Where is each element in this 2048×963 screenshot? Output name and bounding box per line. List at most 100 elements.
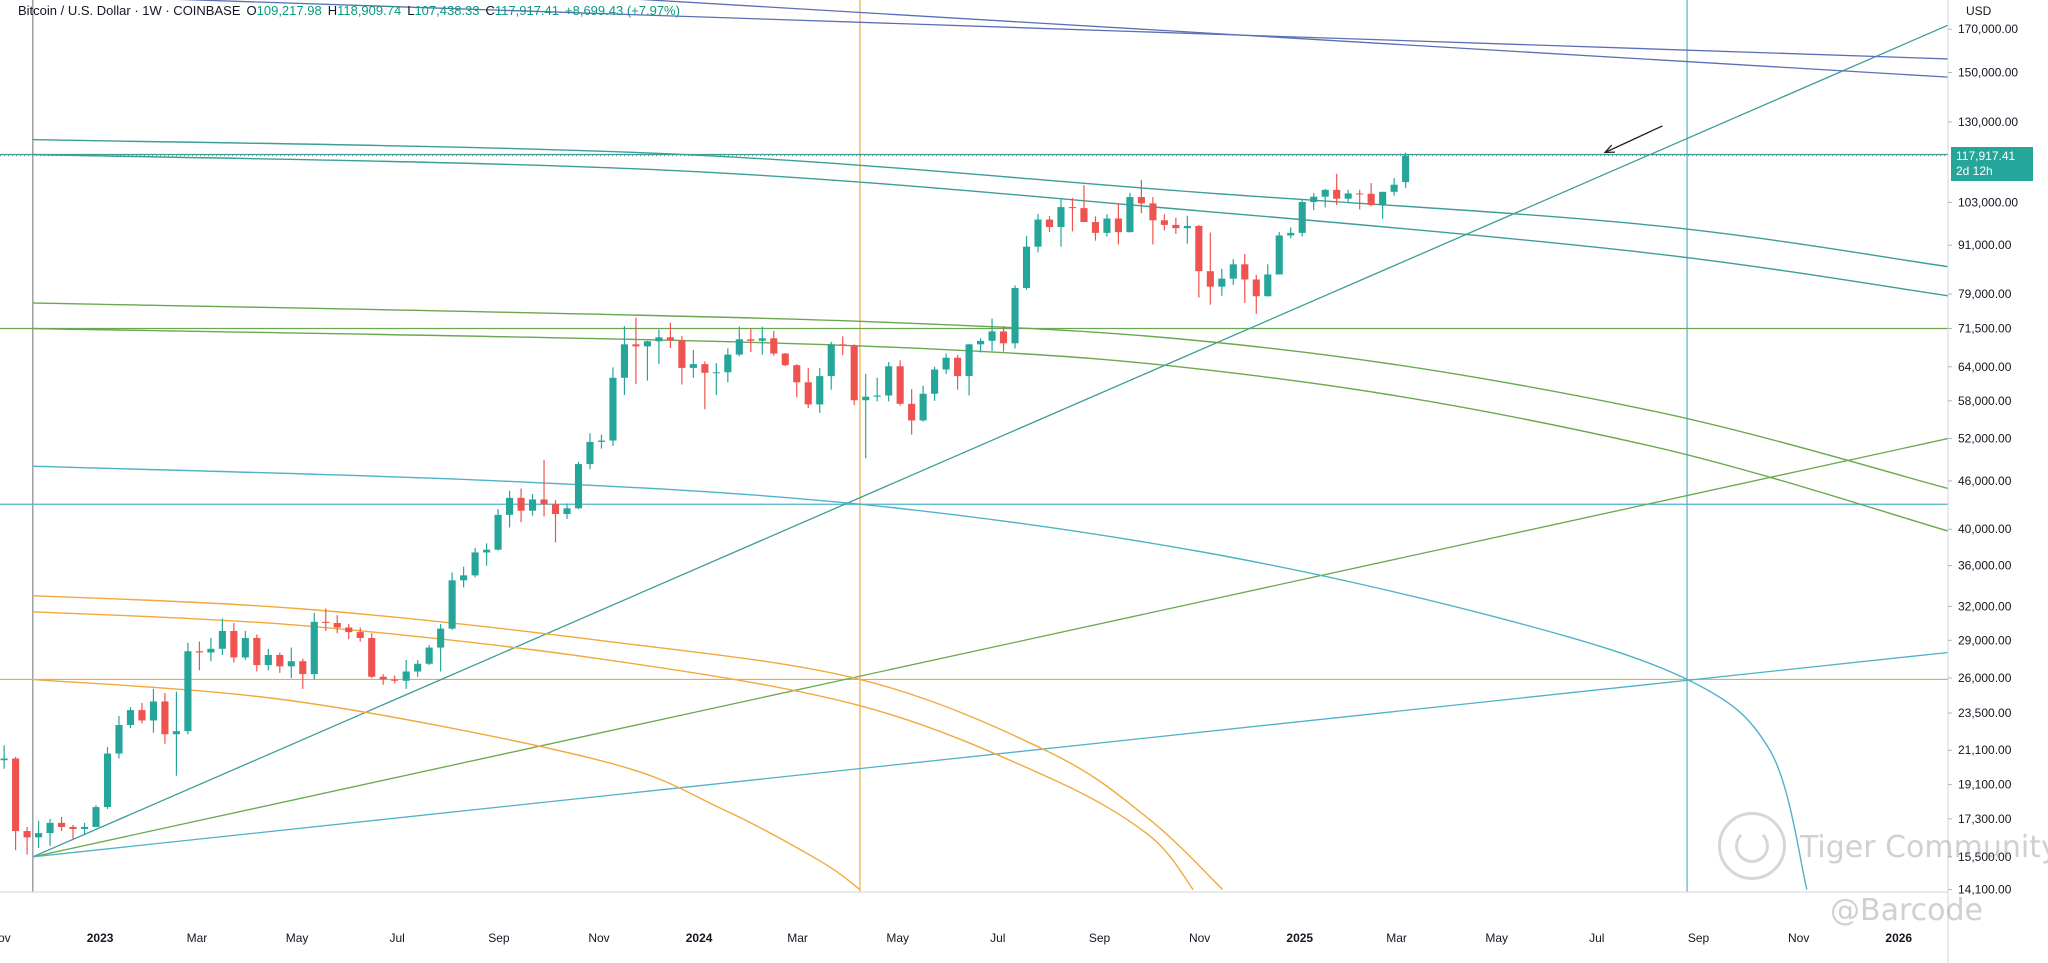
candle-body (103, 753, 112, 808)
candle (471, 547, 479, 578)
candle-body (1367, 193, 1375, 206)
candle-body (977, 340, 985, 345)
candle (747, 328, 755, 353)
candle (620, 326, 629, 395)
candle-body (276, 654, 284, 667)
arc-curve-5 (32, 595, 1224, 891)
candle-body (1183, 225, 1191, 229)
candle-body (207, 648, 215, 653)
candle (1390, 178, 1398, 196)
x-tick-label: 2023 (87, 931, 114, 945)
candle-body (92, 807, 100, 827)
candle-body (69, 826, 77, 829)
candle (184, 642, 192, 735)
candle-body (574, 464, 583, 509)
candle (1252, 274, 1260, 314)
close-label: C (485, 3, 495, 18)
low-label: L (407, 3, 415, 18)
candle (896, 360, 904, 406)
candle-body (46, 822, 54, 834)
candle (80, 822, 89, 836)
candle (597, 434, 606, 449)
candle (1034, 213, 1042, 253)
currency-label[interactable]: USD (1966, 4, 1992, 18)
candle-body (850, 345, 858, 401)
candle (345, 624, 353, 640)
candle (1022, 236, 1031, 290)
candle-body (954, 357, 962, 377)
candle-body (1103, 218, 1111, 233)
candle (988, 318, 996, 351)
candle-body (551, 504, 560, 515)
candle (540, 459, 548, 517)
y-tick-label: 29,000.00 (1958, 633, 2012, 647)
candle-body (666, 337, 674, 341)
candle-body (1126, 197, 1134, 233)
candle-body (1045, 219, 1054, 228)
y-tick-label: 23,500.00 (1958, 706, 2012, 720)
candle (1068, 198, 1077, 232)
x-tick-label: Sep (1089, 931, 1111, 945)
trend-line-1 (32, 437, 1948, 858)
candle-body (264, 654, 272, 666)
candle (241, 630, 249, 660)
watermark-logo-icon (1718, 812, 1786, 880)
change-value: +8,699.43 (+7.97%) (565, 3, 680, 18)
x-tick-label: May (886, 931, 909, 945)
y-tick-label: 170,000.00 (1958, 22, 2018, 36)
candle-body (437, 628, 445, 648)
candle (46, 818, 54, 846)
candle (977, 338, 985, 353)
candle (414, 659, 422, 677)
candle (264, 648, 272, 671)
low-value: 107,438.33 (414, 3, 480, 18)
y-tick-label: 32,000.00 (1958, 599, 2012, 613)
candle-body (1287, 232, 1295, 236)
candle-body (195, 651, 203, 653)
x-tick-label: Jul (990, 931, 1005, 945)
candle-body (1080, 208, 1088, 223)
candle (402, 659, 410, 689)
candle (207, 637, 215, 662)
candle (126, 707, 135, 729)
candle (862, 373, 870, 459)
candle-body (1390, 184, 1398, 192)
y-tick-label: 19,100.00 (1958, 778, 2012, 792)
candle (1172, 217, 1180, 234)
candle-body (1218, 278, 1226, 287)
symbol-title[interactable]: Bitcoin / U.S. Dollar · 1W · COINBASE (18, 3, 241, 18)
candle (1195, 224, 1203, 298)
candle-body (643, 341, 651, 347)
candle-body (138, 710, 146, 721)
annotation-arrowhead (1603, 144, 1616, 154)
candle-body (310, 621, 318, 675)
candle-body (816, 376, 824, 405)
candle (781, 353, 789, 367)
candle-body (115, 724, 123, 754)
candle-body (149, 701, 158, 721)
candle-body (12, 758, 20, 832)
candle (230, 622, 238, 663)
symbol-legend: Bitcoin / U.S. Dollar · 1W · COINBASE O 1… (18, 3, 680, 18)
candle-body (620, 344, 629, 378)
last-price-tag: 117,917.41 2d 12h (1951, 146, 2033, 181)
candle-body (747, 339, 755, 341)
candle (322, 608, 330, 631)
candle (942, 353, 950, 374)
candle-body (965, 344, 973, 377)
candle (172, 691, 180, 776)
candle (299, 658, 307, 689)
candle (1057, 199, 1065, 247)
plot-area (0, 0, 1948, 892)
arc-curve-6 (32, 611, 1194, 890)
trend-line-2 (32, 651, 1948, 858)
candle (712, 363, 720, 395)
candle-body (540, 499, 548, 505)
candle (1229, 259, 1237, 285)
candle-body (1149, 203, 1157, 221)
x-tick-label: May (286, 931, 309, 945)
candle-body (230, 630, 238, 658)
candle (1310, 193, 1318, 211)
open-label: O (246, 3, 257, 18)
